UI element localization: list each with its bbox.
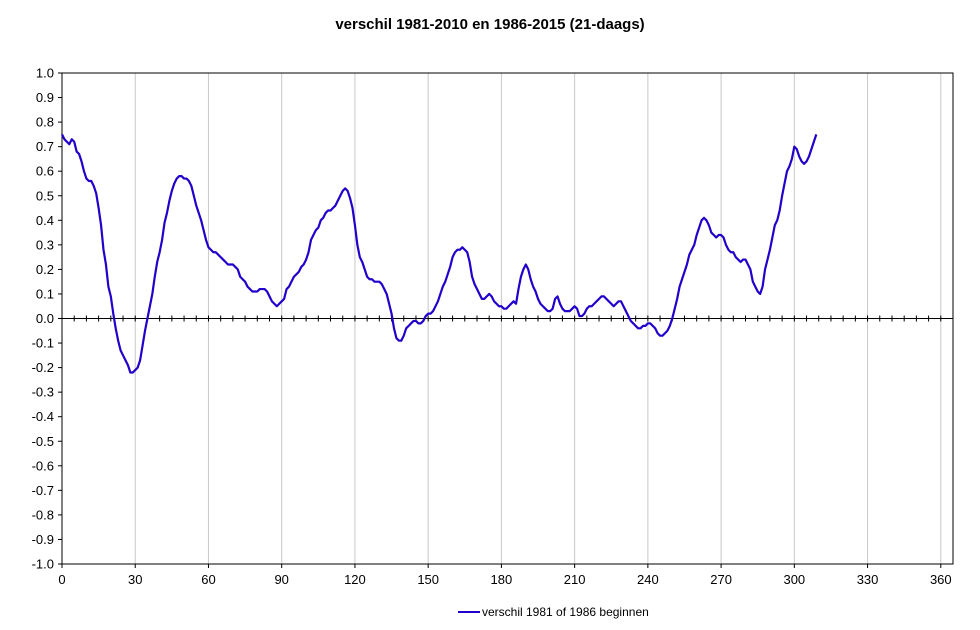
- y-tick-label: -0.8: [32, 507, 54, 522]
- y-tick-label: 0.2: [36, 262, 54, 277]
- y-tick-label: -1.0: [32, 557, 54, 572]
- y-tick-label: 0.5: [36, 188, 54, 203]
- legend-label: verschil 1981 of 1986 beginnen: [482, 605, 649, 619]
- x-tick-label: 0: [58, 572, 65, 587]
- y-tick-label: -0.7: [32, 483, 54, 498]
- y-tick-label: -0.2: [32, 360, 54, 375]
- series-line: [61, 133, 818, 374]
- y-tick-label: 0.6: [36, 164, 54, 179]
- y-tick-label: 0.1: [36, 286, 54, 301]
- x-tick-label: 30: [128, 572, 142, 587]
- x-tick-label: 150: [417, 572, 439, 587]
- y-tick-label: 0.3: [36, 237, 54, 252]
- x-tick-label: 210: [564, 572, 586, 587]
- x-tick-label: 60: [201, 572, 215, 587]
- y-tick-label: -0.4: [32, 409, 54, 424]
- y-tick-label: 0.7: [36, 139, 54, 154]
- x-tick-label: 270: [710, 572, 732, 587]
- y-tick-label: 1.0: [36, 66, 54, 81]
- chart-title: verschil 1981-2010 en 1986-2015 (21-daag…: [335, 16, 645, 33]
- y-tick-label: 0.4: [36, 213, 54, 228]
- y-tick-label: 0.8: [36, 115, 54, 130]
- y-tick-label: -0.1: [32, 336, 54, 351]
- x-tick-label: 300: [783, 572, 805, 587]
- y-tick-label: -0.3: [32, 385, 54, 400]
- y-tick-label: -0.9: [32, 532, 54, 547]
- x-tick-label: 360: [930, 572, 952, 587]
- x-tick-label: 180: [491, 572, 513, 587]
- y-tick-label: -0.5: [32, 434, 54, 449]
- y-tick-label: -0.6: [32, 458, 54, 473]
- x-tick-label: 240: [637, 572, 659, 587]
- y-tick-label: 0.0: [36, 311, 54, 326]
- x-tick-label: 90: [274, 572, 288, 587]
- x-tick-label: 330: [857, 572, 879, 587]
- axes: 1.0 0.9 0.8 0.7 0.6 0.5 0.4 0.3 0.2 0.1 0.0 -0.1 -0.…: [32, 66, 954, 587]
- y-tick-label: 0.9: [36, 90, 54, 105]
- series-layer: [61, 133, 818, 374]
- legend-swatch: [458, 611, 480, 613]
- legend: verschil 1981 of 1986 beginnen: [458, 605, 649, 619]
- x-tick-label: 120: [344, 572, 366, 587]
